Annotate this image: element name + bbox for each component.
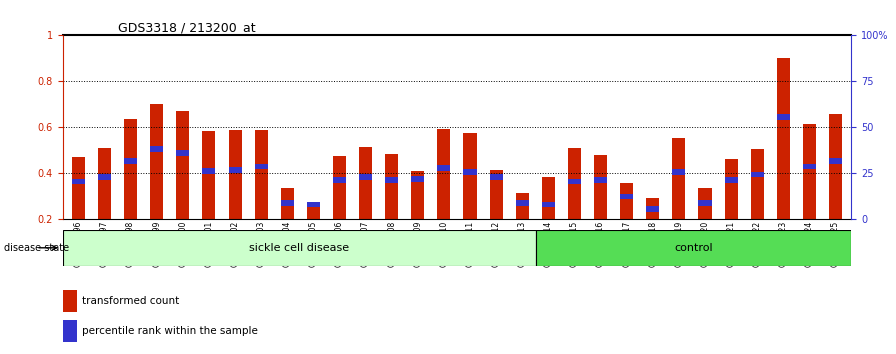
Bar [646,198,659,219]
Bar [63,290,77,312]
Bar [672,138,685,219]
Bar [333,177,346,183]
Bar [72,157,85,219]
Bar [254,130,268,219]
Bar [463,133,477,219]
Bar [177,111,189,219]
Bar [98,148,111,219]
Bar [751,172,763,177]
Bar [72,179,85,184]
Bar [202,131,215,219]
Bar [594,155,607,219]
Bar [568,148,581,219]
Bar [725,159,737,219]
Bar [620,183,633,219]
Bar [228,130,242,219]
Bar [803,124,816,219]
Bar [359,147,372,219]
Bar [516,200,529,206]
Bar [306,202,320,207]
Bar [63,320,77,342]
Bar [620,194,633,199]
Bar [725,177,737,183]
Text: percentile rank within the sample: percentile rank within the sample [82,326,258,336]
Bar [254,164,268,170]
Bar [385,177,398,183]
Bar [437,165,451,171]
Bar [489,170,503,219]
Text: transformed count: transformed count [82,296,180,306]
Bar [829,158,842,164]
Bar [568,179,581,184]
Bar [542,202,555,207]
Bar [333,156,346,219]
Bar [699,188,711,219]
Text: sickle cell disease: sickle cell disease [249,243,349,253]
Bar [536,230,851,266]
Bar [489,174,503,180]
Bar [542,177,555,219]
Bar [177,150,189,156]
Bar [803,164,816,170]
Bar [672,170,685,175]
Bar [280,200,294,206]
Bar [411,176,425,182]
Bar [699,200,711,206]
Bar [63,230,536,266]
Bar [463,170,477,175]
Bar [151,147,163,152]
Bar [777,58,790,219]
Bar [124,158,137,164]
Bar [646,206,659,212]
Bar [385,154,398,219]
Bar [829,114,842,219]
Bar [411,171,425,219]
Bar [228,167,242,173]
Bar [280,188,294,219]
Bar [306,205,320,219]
Bar [751,149,763,219]
Bar [151,104,163,219]
Text: disease state: disease state [4,243,69,253]
Bar [98,174,111,180]
Bar [437,129,451,219]
Bar [124,119,137,219]
Bar [202,168,215,174]
Bar [516,193,529,219]
Bar [594,177,607,183]
Text: control: control [674,243,713,253]
Bar [359,174,372,180]
Bar [777,114,790,120]
Text: GDS3318 / 213200_at: GDS3318 / 213200_at [118,21,255,34]
